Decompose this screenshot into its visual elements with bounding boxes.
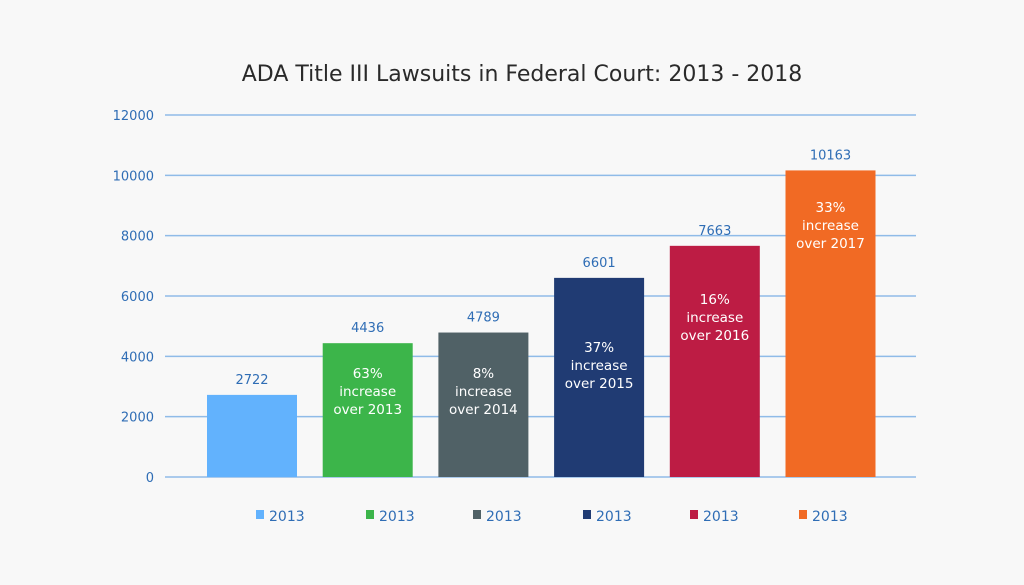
legend-swatch xyxy=(583,510,591,519)
bar-annotation: increase xyxy=(802,218,859,234)
legend-label: 2013 xyxy=(596,509,632,525)
legend-swatch xyxy=(799,510,807,519)
data-label: 2722 xyxy=(235,373,268,388)
bar xyxy=(438,332,529,477)
data-label: 10163 xyxy=(810,148,851,163)
bar-annotation: increase xyxy=(686,310,743,326)
y-tick-label: 8000 xyxy=(121,230,154,245)
bar xyxy=(785,170,876,477)
legend-label: 2013 xyxy=(486,509,522,525)
bar xyxy=(322,343,413,477)
data-label: 6601 xyxy=(583,256,616,271)
legend-label: 2013 xyxy=(703,509,739,525)
legend-swatch xyxy=(366,510,374,519)
bar-annotation: increase xyxy=(455,384,512,400)
legend-label: 2013 xyxy=(379,509,415,525)
bar-annotation: 16% xyxy=(700,292,730,308)
y-tick-label: 0 xyxy=(146,471,154,486)
y-tick-label: 10000 xyxy=(113,169,154,184)
y-tick-label: 2000 xyxy=(121,411,154,426)
bar-annotation: increase xyxy=(571,358,628,374)
legend-label: 2013 xyxy=(269,509,305,525)
bar-annotation: over 2017 xyxy=(796,236,865,252)
legend-swatch xyxy=(256,510,264,519)
bar xyxy=(207,394,297,477)
bar-annotation: over 2013 xyxy=(333,402,402,418)
bar-annotation: 33% xyxy=(815,200,845,216)
y-tick-label: 12000 xyxy=(113,109,154,124)
chart-title: ADA Title III Lawsuits in Federal Court:… xyxy=(241,62,803,87)
legend-label: 2013 xyxy=(812,509,848,525)
legend-swatch xyxy=(690,510,698,519)
data-label: 4789 xyxy=(467,311,500,326)
data-label: 4436 xyxy=(351,321,384,336)
y-tick-label: 6000 xyxy=(121,290,154,305)
data-label: 7663 xyxy=(698,224,731,239)
bar-annotation: 37% xyxy=(584,340,614,356)
bar-annotation: increase xyxy=(339,384,396,400)
bar-annotation: over 2015 xyxy=(565,376,634,392)
bar-annotation: 8% xyxy=(473,366,495,382)
bar-annotation: over 2014 xyxy=(449,402,518,418)
bar-annotation: over 2016 xyxy=(680,328,749,344)
bar xyxy=(669,245,760,477)
bar-annotation: 63% xyxy=(353,366,383,382)
y-tick-label: 4000 xyxy=(121,350,154,365)
bar xyxy=(554,277,645,477)
legend-swatch xyxy=(473,510,481,519)
